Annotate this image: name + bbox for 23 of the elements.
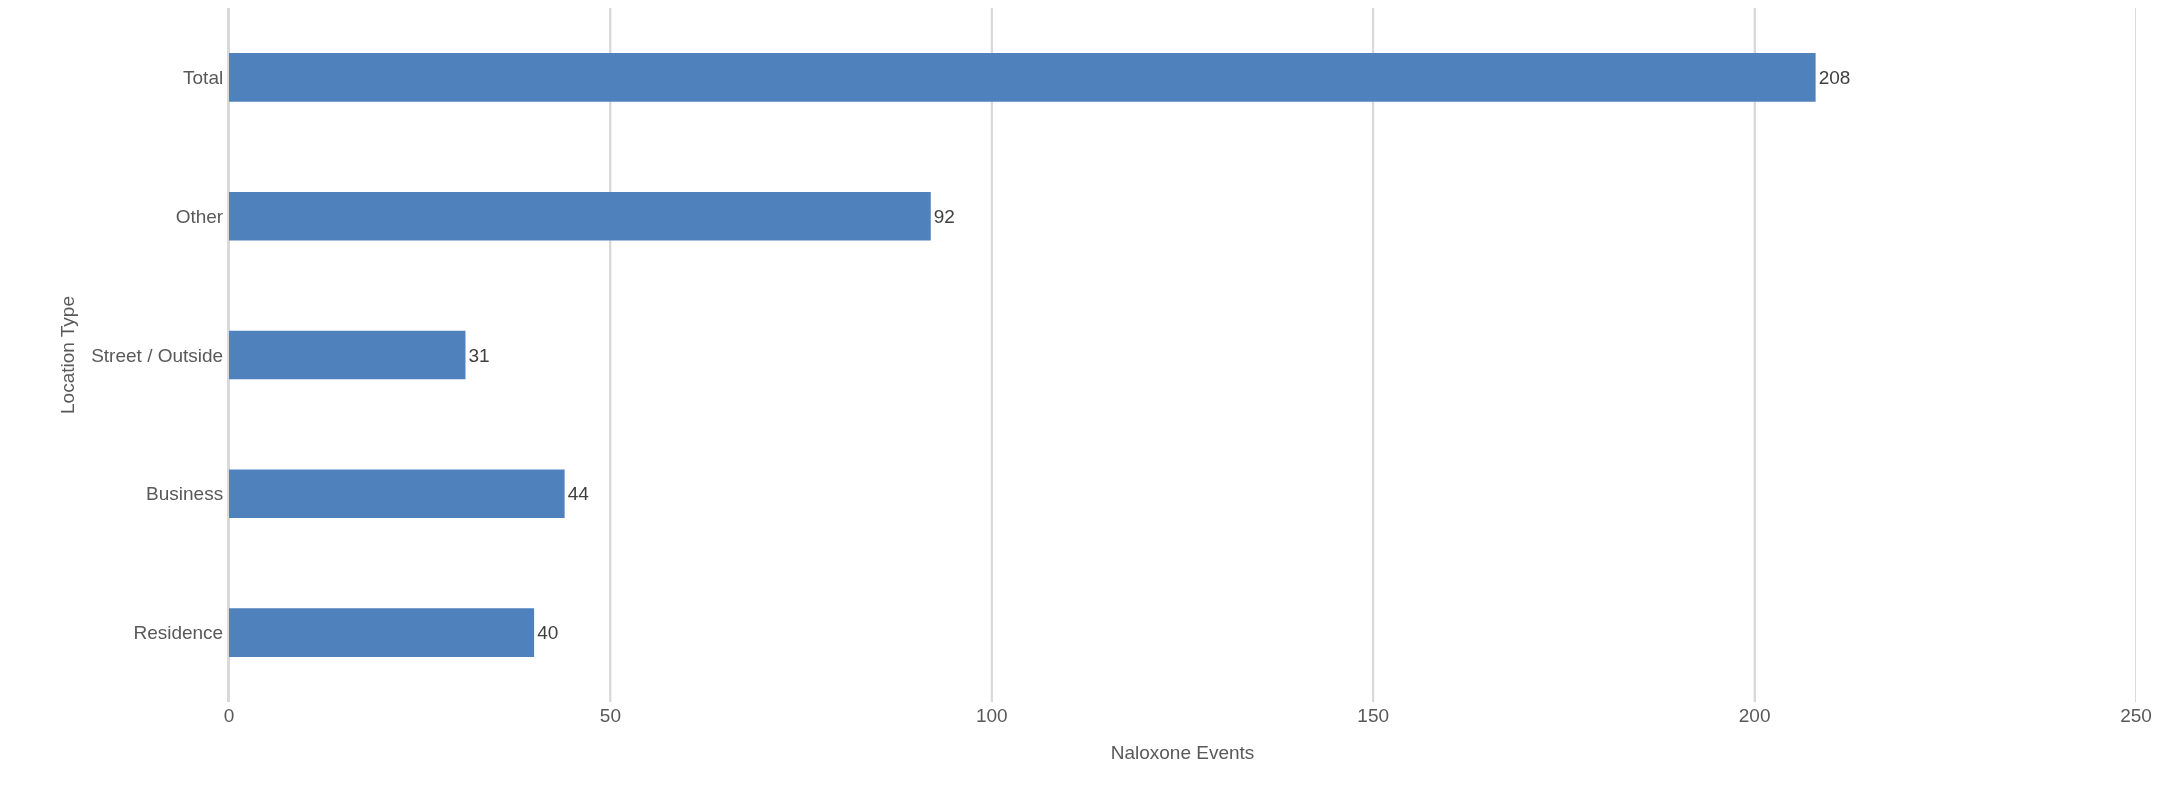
y-tick-label: Residence: [133, 622, 224, 644]
bar: [229, 191, 931, 241]
x-tick-label: 200: [1738, 705, 1771, 726]
x-tick-label: 0: [223, 705, 235, 726]
bar: [229, 53, 1816, 102]
data-label: 208: [1818, 66, 1851, 88]
y-tick-label: Total: [183, 67, 224, 89]
data-label: 44: [567, 483, 590, 505]
x-tick-label: 50: [599, 705, 621, 726]
y-tick-label: Street / Outside: [91, 344, 224, 366]
y-axis-title: Location Type: [56, 296, 78, 414]
bar: [229, 608, 535, 657]
y-tick-label: Other: [175, 205, 224, 227]
x-tick-label: 250: [2120, 705, 2152, 726]
data-label: 31: [468, 344, 490, 366]
data-label: 92: [933, 205, 955, 227]
x-axis-title: Naloxone Events: [1110, 741, 1255, 763]
bar: [229, 330, 466, 380]
bar: [229, 469, 565, 519]
x-tick-label: 150: [1357, 705, 1390, 726]
data-label: 40: [537, 622, 559, 644]
y-tick-label: Business: [146, 483, 224, 505]
x-tick-label: 100: [975, 705, 1008, 726]
